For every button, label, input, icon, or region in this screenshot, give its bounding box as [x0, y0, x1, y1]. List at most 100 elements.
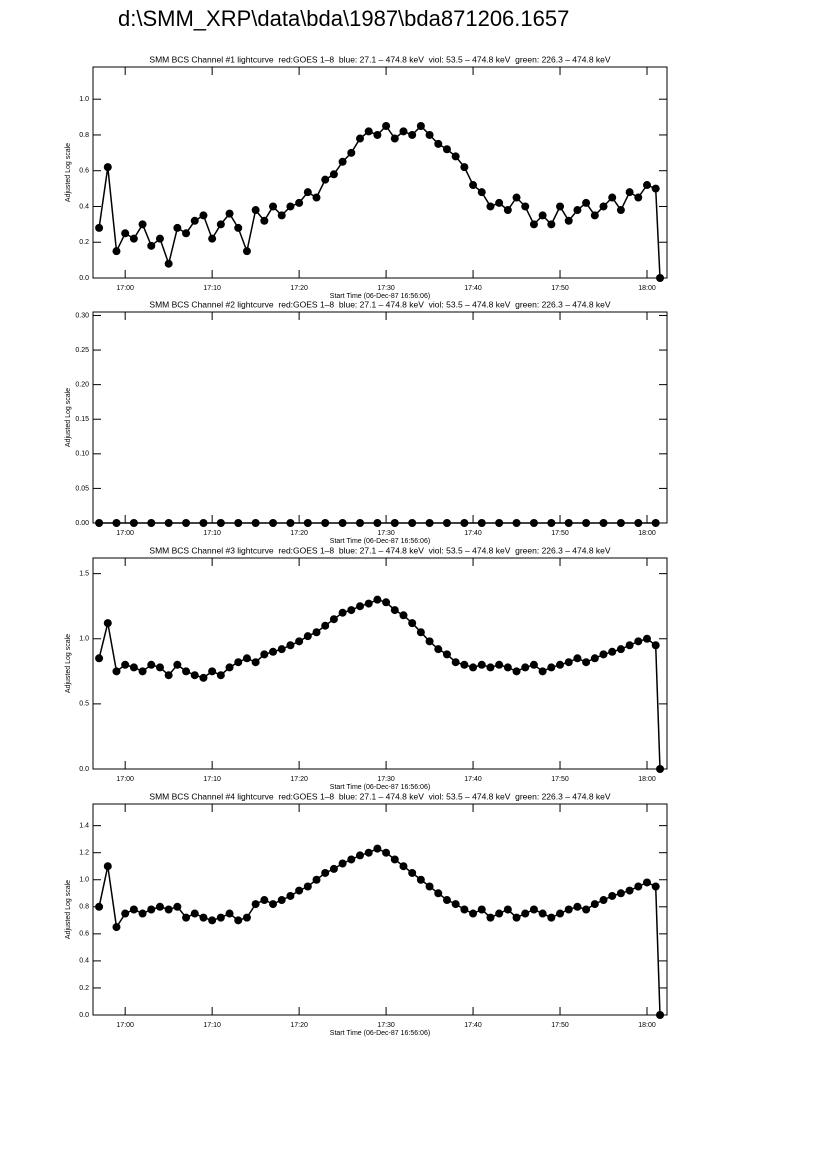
data-point	[295, 198, 304, 207]
data-point	[225, 909, 234, 918]
data-point	[616, 519, 625, 527]
data-point	[173, 660, 182, 669]
data-point	[355, 134, 364, 143]
y-tick-label: 0.05	[75, 485, 89, 492]
x-axis-label: Start Time (06-Dec-87 16:56:06)	[330, 538, 430, 545]
data-point	[208, 234, 217, 243]
data-point	[347, 606, 356, 615]
y-axis-label: Adjusted Log scale	[65, 143, 72, 202]
data-point	[182, 519, 191, 527]
x-axis-label: Start Time (06-Dec-87 16:56:06)	[330, 293, 430, 300]
data-point	[312, 628, 321, 637]
data-point	[547, 663, 556, 672]
data-line	[98, 598, 661, 770]
data-point	[512, 667, 521, 676]
data-point	[95, 654, 104, 663]
data-point	[277, 645, 286, 654]
data-point	[251, 658, 260, 667]
data-point	[590, 211, 599, 220]
data-point	[651, 641, 660, 650]
data-point	[390, 519, 399, 527]
data-point	[564, 519, 573, 527]
x-tick-label: 17:30	[377, 776, 395, 783]
data-point	[599, 519, 608, 527]
x-tick-label: 17:40	[464, 530, 482, 537]
data-point	[434, 645, 443, 654]
data-point	[373, 595, 382, 604]
data-point	[364, 848, 373, 857]
y-tick-label: 0.8	[79, 132, 89, 139]
data-point	[408, 519, 417, 527]
data-point	[382, 122, 391, 131]
y-tick-label: 0.2	[79, 985, 89, 992]
x-tick-label: 17:00	[116, 1022, 134, 1029]
data-point	[208, 916, 217, 925]
data-point	[656, 765, 665, 773]
data-point	[225, 663, 234, 672]
data-point	[234, 916, 243, 925]
data-point	[408, 619, 417, 628]
data-point	[312, 875, 321, 884]
y-tick-label: 0.0	[79, 766, 89, 773]
data-point	[556, 909, 565, 918]
y-tick-label: 0.00	[75, 520, 89, 527]
data-point	[573, 654, 582, 663]
data-point	[182, 229, 191, 238]
data-point	[442, 145, 451, 154]
y-tick-label: 0.6	[79, 931, 89, 938]
data-point	[469, 909, 478, 918]
data-point	[95, 519, 104, 527]
data-point	[521, 663, 530, 672]
data-point	[512, 913, 521, 922]
y-tick-label: 1.4	[79, 822, 89, 829]
data-point	[190, 909, 199, 918]
data-point	[251, 900, 260, 909]
plot-frame	[92, 66, 668, 279]
data-point	[642, 634, 651, 643]
data-point	[656, 274, 665, 282]
x-tick-label: 17:50	[551, 776, 569, 783]
x-tick-label: 18:00	[638, 776, 656, 783]
data-point	[625, 641, 634, 650]
y-tick-label: 1.0	[79, 877, 89, 884]
data-point	[486, 663, 495, 672]
y-tick-label: 0.20	[75, 381, 89, 388]
data-point	[147, 660, 156, 669]
y-axis-label: Adjusted Log scale	[65, 388, 72, 447]
data-point	[112, 247, 121, 256]
data-point	[382, 848, 391, 857]
data-point	[173, 902, 182, 911]
data-point	[651, 519, 660, 527]
data-point	[495, 198, 504, 207]
y-tick-label: 0.4	[79, 958, 89, 965]
x-tick-label: 17:50	[551, 285, 569, 292]
data-point	[529, 905, 538, 914]
data-point	[547, 913, 556, 922]
data-point	[199, 673, 208, 682]
data-point	[329, 864, 338, 873]
data-point	[95, 902, 104, 911]
x-tick-label: 17:10	[203, 776, 221, 783]
data-point	[564, 905, 573, 914]
data-point	[399, 862, 408, 871]
data-point	[477, 519, 486, 527]
data-point	[616, 889, 625, 898]
x-tick-label: 17:20	[290, 1022, 308, 1029]
data-point	[182, 667, 191, 676]
data-point	[355, 519, 364, 527]
data-point	[121, 229, 130, 238]
data-point	[216, 671, 225, 680]
data-point	[634, 882, 643, 891]
data-point	[277, 896, 286, 905]
data-point	[155, 234, 164, 243]
data-point	[521, 909, 530, 918]
y-tick-label: 0.8	[79, 904, 89, 911]
x-tick-label: 17:00	[116, 776, 134, 783]
data-point	[599, 202, 608, 211]
data-point	[512, 519, 521, 527]
data-point	[242, 654, 251, 663]
data-point	[112, 667, 121, 676]
data-point	[121, 660, 130, 669]
